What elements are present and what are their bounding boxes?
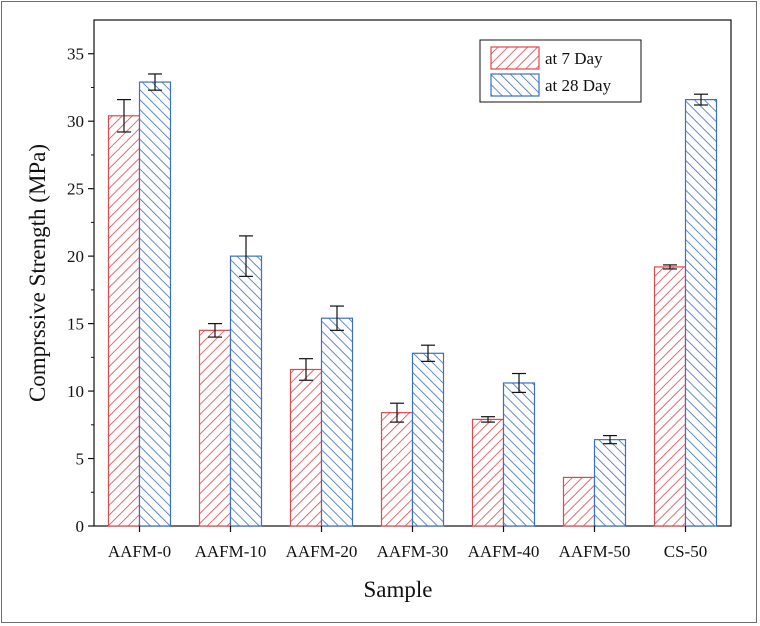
y-tick-label-35: 35 [67, 45, 84, 64]
bar-at-28-day-aafm-10 [229, 255, 263, 527]
legend-label-7-day: at 7 Day [545, 49, 603, 68]
bar-at-7-day-aafm-0 [107, 115, 141, 527]
legend-label-28-day: at 28 Day [545, 76, 612, 95]
x-tick-label-aafm-20: AAFM-20 [286, 542, 358, 561]
x-tick-label-aafm-50: AAFM-50 [559, 542, 631, 561]
bar-at-7-day-aafm-30 [380, 412, 414, 527]
x-tick-label-aafm-30: AAFM-30 [377, 542, 449, 561]
y-tick-label-0: 0 [76, 517, 85, 536]
x-tick-label-aafm-10: AAFM-10 [195, 542, 267, 561]
y-tick-label-10: 10 [67, 382, 84, 401]
y-tick-label-20: 20 [67, 247, 84, 266]
bar-at-28-day-aafm-50 [593, 439, 627, 527]
x-axis-title: Sample [364, 577, 433, 602]
y-axis-title: Comprssive Strength (MPa) [25, 144, 50, 402]
bar-at-7-day-cs-50 [653, 266, 687, 527]
x-axis: AAFM-0 AAFM-10 AAFM-20 AAFM-30 AAFM-40 AAFM-5… [108, 526, 707, 561]
bars-group [107, 81, 718, 527]
x-tick-label-cs-50: CS-50 [664, 542, 707, 561]
y-tick-label-25: 25 [67, 180, 84, 199]
bar-at-7-day-aafm-40 [471, 418, 505, 527]
bar-at-28-day-aafm-30 [411, 352, 445, 527]
bar-at-7-day-aafm-10 [198, 329, 232, 527]
error-bars-group [117, 73, 708, 445]
y-tick-label-5: 5 [76, 450, 85, 469]
bar-at-28-day-aafm-20 [320, 317, 354, 527]
legend-swatch-28-day [490, 73, 540, 97]
bar-at-7-day-aafm-20 [289, 368, 323, 527]
x-tick-label-aafm-40: AAFM-40 [468, 542, 540, 561]
y-axis: 0 5 10 15 20 25 30 35 [67, 45, 94, 536]
bar-at-28-day-cs-50 [684, 99, 718, 527]
x-tick-label-aafm-0: AAFM-0 [108, 542, 171, 561]
bar-at-28-day-aafm-40 [502, 382, 536, 527]
legend-swatch-7-day [490, 46, 540, 70]
bar-at-28-day-aafm-0 [138, 81, 172, 527]
y-tick-label-30: 30 [67, 112, 84, 131]
bar-at-7-day-aafm-50 [562, 476, 596, 527]
legend: at 7 Day at 28 Day [479, 39, 642, 103]
y-tick-label-15: 15 [67, 315, 84, 334]
